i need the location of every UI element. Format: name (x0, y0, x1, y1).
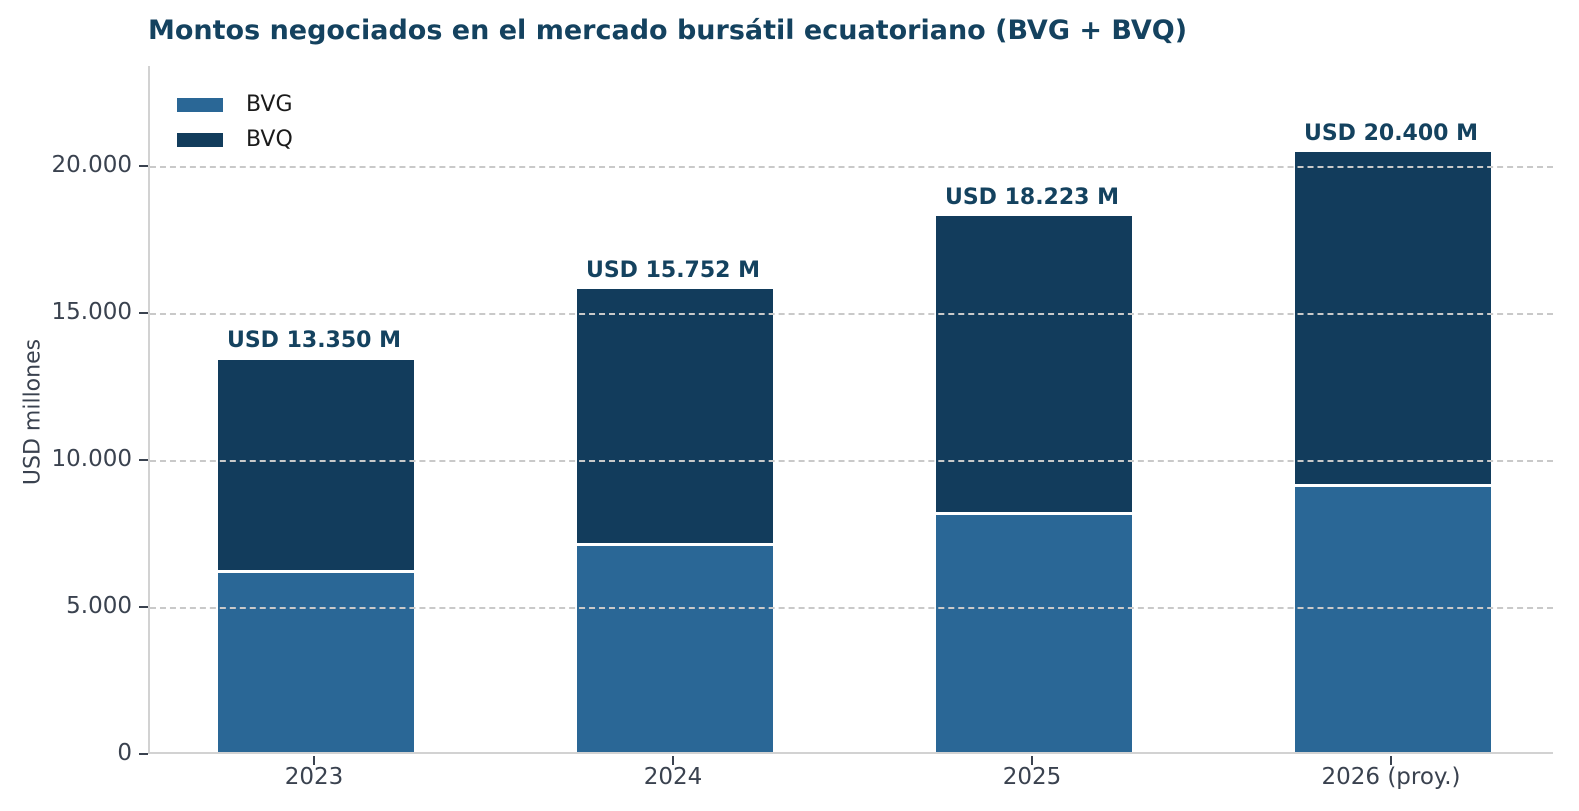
bar-total-label: USD 13.350 M (226, 328, 402, 354)
legend-swatch-bvg-icon (177, 98, 223, 112)
bar-2025 (936, 216, 1132, 752)
x-tick-mark (1031, 756, 1033, 765)
y-tick-label: 15.000 (51, 298, 132, 325)
y-tick-mark (139, 605, 148, 608)
bar-2026 (proy.) (1295, 152, 1491, 752)
gridline-20.000 (150, 165, 1553, 168)
legend-label-bvq: BVQ (246, 127, 293, 152)
bar-total-label: USD 15.752 M (585, 257, 761, 283)
bar-2023 (218, 359, 414, 752)
bar-total-label: USD 20.400 M (1303, 121, 1479, 147)
y-tick-label: 10.000 (51, 445, 132, 472)
x-tick-label: 2026 (proy.) (1321, 764, 1461, 790)
x-tick-label: 2023 (284, 764, 344, 790)
bar-2024 (577, 288, 773, 752)
bar-segment-bvq (936, 216, 1132, 516)
y-tick-mark (139, 164, 148, 167)
y-tick-label: 0 (117, 740, 132, 766)
bar-segment-bvg (1295, 487, 1491, 752)
x-tick-mark (313, 756, 315, 765)
y-tick-mark (139, 458, 148, 461)
plot-area: BVG BVQ (148, 66, 1553, 754)
legend-label-bvg: BVG (246, 92, 293, 117)
y-tick-mark (139, 753, 148, 755)
bar-segment-bvg (936, 515, 1132, 752)
legend-item-bvg: BVG (177, 94, 293, 116)
gridline-15.000 (150, 312, 1553, 315)
x-tick-label: 2025 (1002, 764, 1062, 790)
bar-total-label: USD 18.223 M (944, 185, 1120, 211)
legend-item-bvq: BVQ (177, 129, 293, 151)
x-tick-mark (1390, 756, 1392, 765)
bar-segment-bvq (1295, 152, 1491, 488)
x-tick-mark (672, 756, 674, 765)
gridline-5.000 (150, 606, 1553, 609)
bar-segment-bvg (218, 572, 414, 752)
legend: BVG BVQ (177, 94, 293, 164)
y-tick-mark (139, 311, 148, 314)
x-tick-label: 2024 (643, 764, 703, 790)
y-tick-label: 20.000 (51, 151, 132, 178)
chart-title: Montos negociados en el mercado bursátil… (148, 15, 1188, 46)
bar-segment-bvq (218, 359, 414, 573)
y-tick-label: 5.000 (66, 592, 132, 619)
gridline-10.000 (150, 459, 1553, 462)
bar-segment-bvq (577, 288, 773, 547)
bar-segment-bvg (577, 546, 773, 752)
legend-swatch-bvq-icon (177, 133, 223, 147)
